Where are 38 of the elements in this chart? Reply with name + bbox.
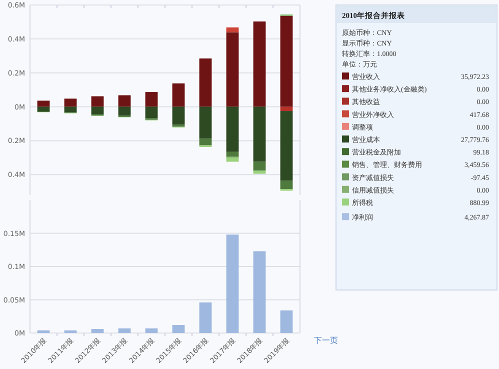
bar [226,152,239,157]
bar [145,328,158,333]
bar [280,106,293,112]
bar [91,329,104,333]
bar [199,302,212,333]
bar [253,170,266,174]
bar [118,328,131,333]
bar [253,251,266,333]
bar [145,106,158,118]
bar [37,106,50,112]
bar [91,96,104,107]
bar [37,330,50,333]
bar [226,27,239,32]
bar [64,98,77,107]
bar [253,21,266,107]
bar [253,106,266,162]
text: 下一页 [314,336,338,345]
bar [253,162,266,171]
bar [226,234,239,333]
bar [145,92,158,107]
bar [226,158,239,162]
bar [280,111,293,181]
bar [91,106,104,114]
bar [280,310,293,333]
bar [172,325,185,333]
bar [118,106,131,116]
bar [280,16,293,107]
bar [118,95,131,107]
bar [280,180,293,190]
bar [172,83,185,107]
bar [199,58,212,107]
bar [199,138,212,146]
bar [199,106,212,139]
bar [226,106,239,152]
bar [226,32,239,107]
bar [37,100,50,107]
bar [64,330,77,333]
bar [172,106,185,125]
